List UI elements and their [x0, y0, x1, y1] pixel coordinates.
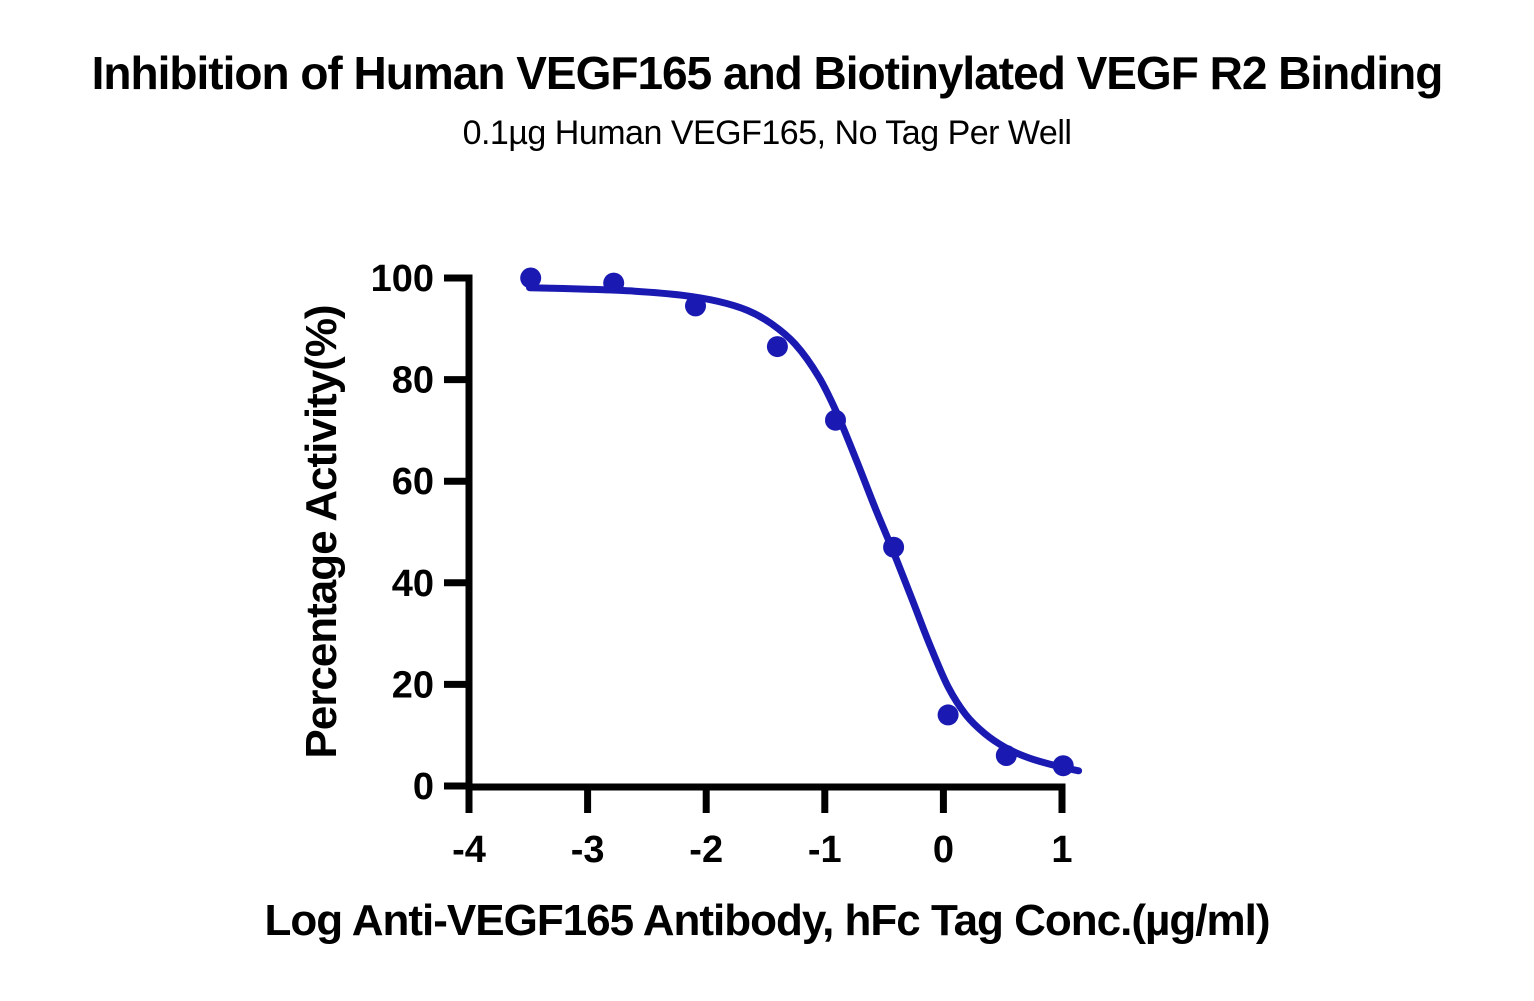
data-point — [603, 272, 625, 294]
y-tick-label: 60 — [392, 461, 434, 503]
chart-title: Inhibition of Human VEGF165 and Biotinyl… — [91, 47, 1444, 99]
data-point — [1052, 755, 1074, 777]
x-tick-label: -4 — [452, 829, 486, 871]
y-tick-label: 100 — [371, 258, 434, 300]
x-tick-label: 1 — [1051, 829, 1072, 871]
x-tick-label: -2 — [689, 829, 723, 871]
data-point — [883, 536, 905, 558]
data-point — [995, 745, 1017, 766]
x-tick-label: -1 — [808, 829, 842, 871]
x-tick-label: -3 — [571, 829, 605, 871]
fit-curve — [526, 284, 1083, 775]
data-point — [766, 336, 788, 358]
y-tick-label: 40 — [392, 563, 434, 605]
data-point — [685, 295, 706, 317]
y-tick-label: 20 — [392, 664, 434, 706]
x-axis-title: Log Anti-VEGF165 Antibody, hFc Tag Conc.… — [264, 896, 1271, 945]
y-tick-label: 80 — [392, 360, 434, 402]
data-point — [937, 704, 959, 726]
chart-subtitle: 0.1µg Human VEGF165, No Tag Per Well — [462, 114, 1072, 152]
y-tick-label: 0 — [413, 766, 434, 808]
data-point — [825, 409, 846, 431]
x-tick-label: 0 — [933, 829, 954, 871]
data-point — [520, 267, 542, 289]
